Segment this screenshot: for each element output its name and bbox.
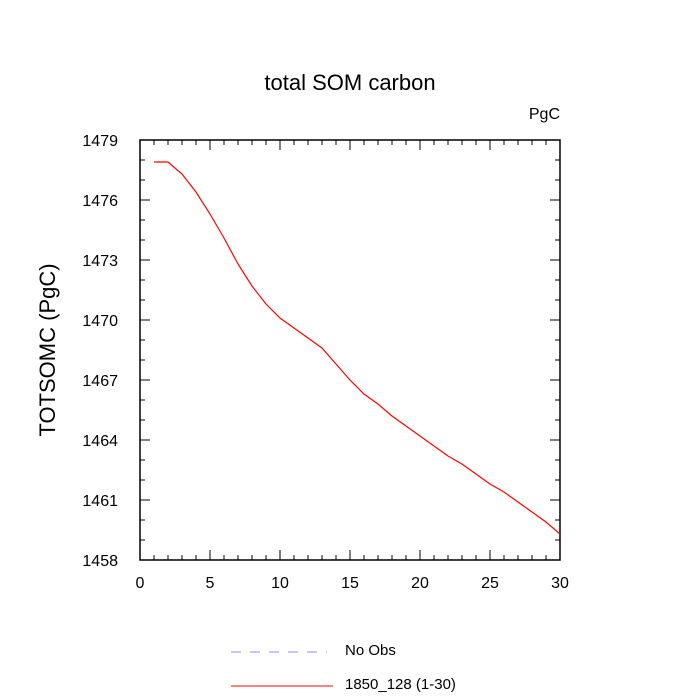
y-tick-label: 1461 <box>82 493 118 510</box>
chart-title: total SOM carbon <box>264 70 436 95</box>
x-tick-label: 25 <box>481 575 499 592</box>
legend-lines <box>231 651 333 687</box>
y-tick-label: 1464 <box>82 433 118 450</box>
legend-label-no-obs: No Obs <box>345 642 396 659</box>
series-line <box>154 161 561 535</box>
y-tick-label: 1458 <box>82 553 118 570</box>
x-tick-label: 0 <box>136 575 145 592</box>
y-tick-label: 1473 <box>82 253 118 270</box>
series-group <box>154 161 561 535</box>
x-tick-label: 30 <box>551 575 569 592</box>
axis-ticks <box>139 139 561 561</box>
axis-tick-labels: 0 5 10 15 20 25 30 1458 1461 1464 1467 1470 1473 1476… <box>82 133 569 592</box>
x-tick-label: 20 <box>411 575 429 592</box>
y-tick-label: 1467 <box>82 373 118 390</box>
legend-label-1850-128: 1850_128 (1-30) <box>345 676 456 693</box>
y-tick-label: 1470 <box>82 313 118 330</box>
x-tick-label: 5 <box>206 575 215 592</box>
y-tick-label: 1476 <box>82 193 118 210</box>
x-tick-label: 15 <box>341 575 359 592</box>
units-label: PgC <box>528 106 560 123</box>
x-tick-label: 10 <box>271 575 289 592</box>
y-tick-label: 1479 <box>82 133 118 150</box>
